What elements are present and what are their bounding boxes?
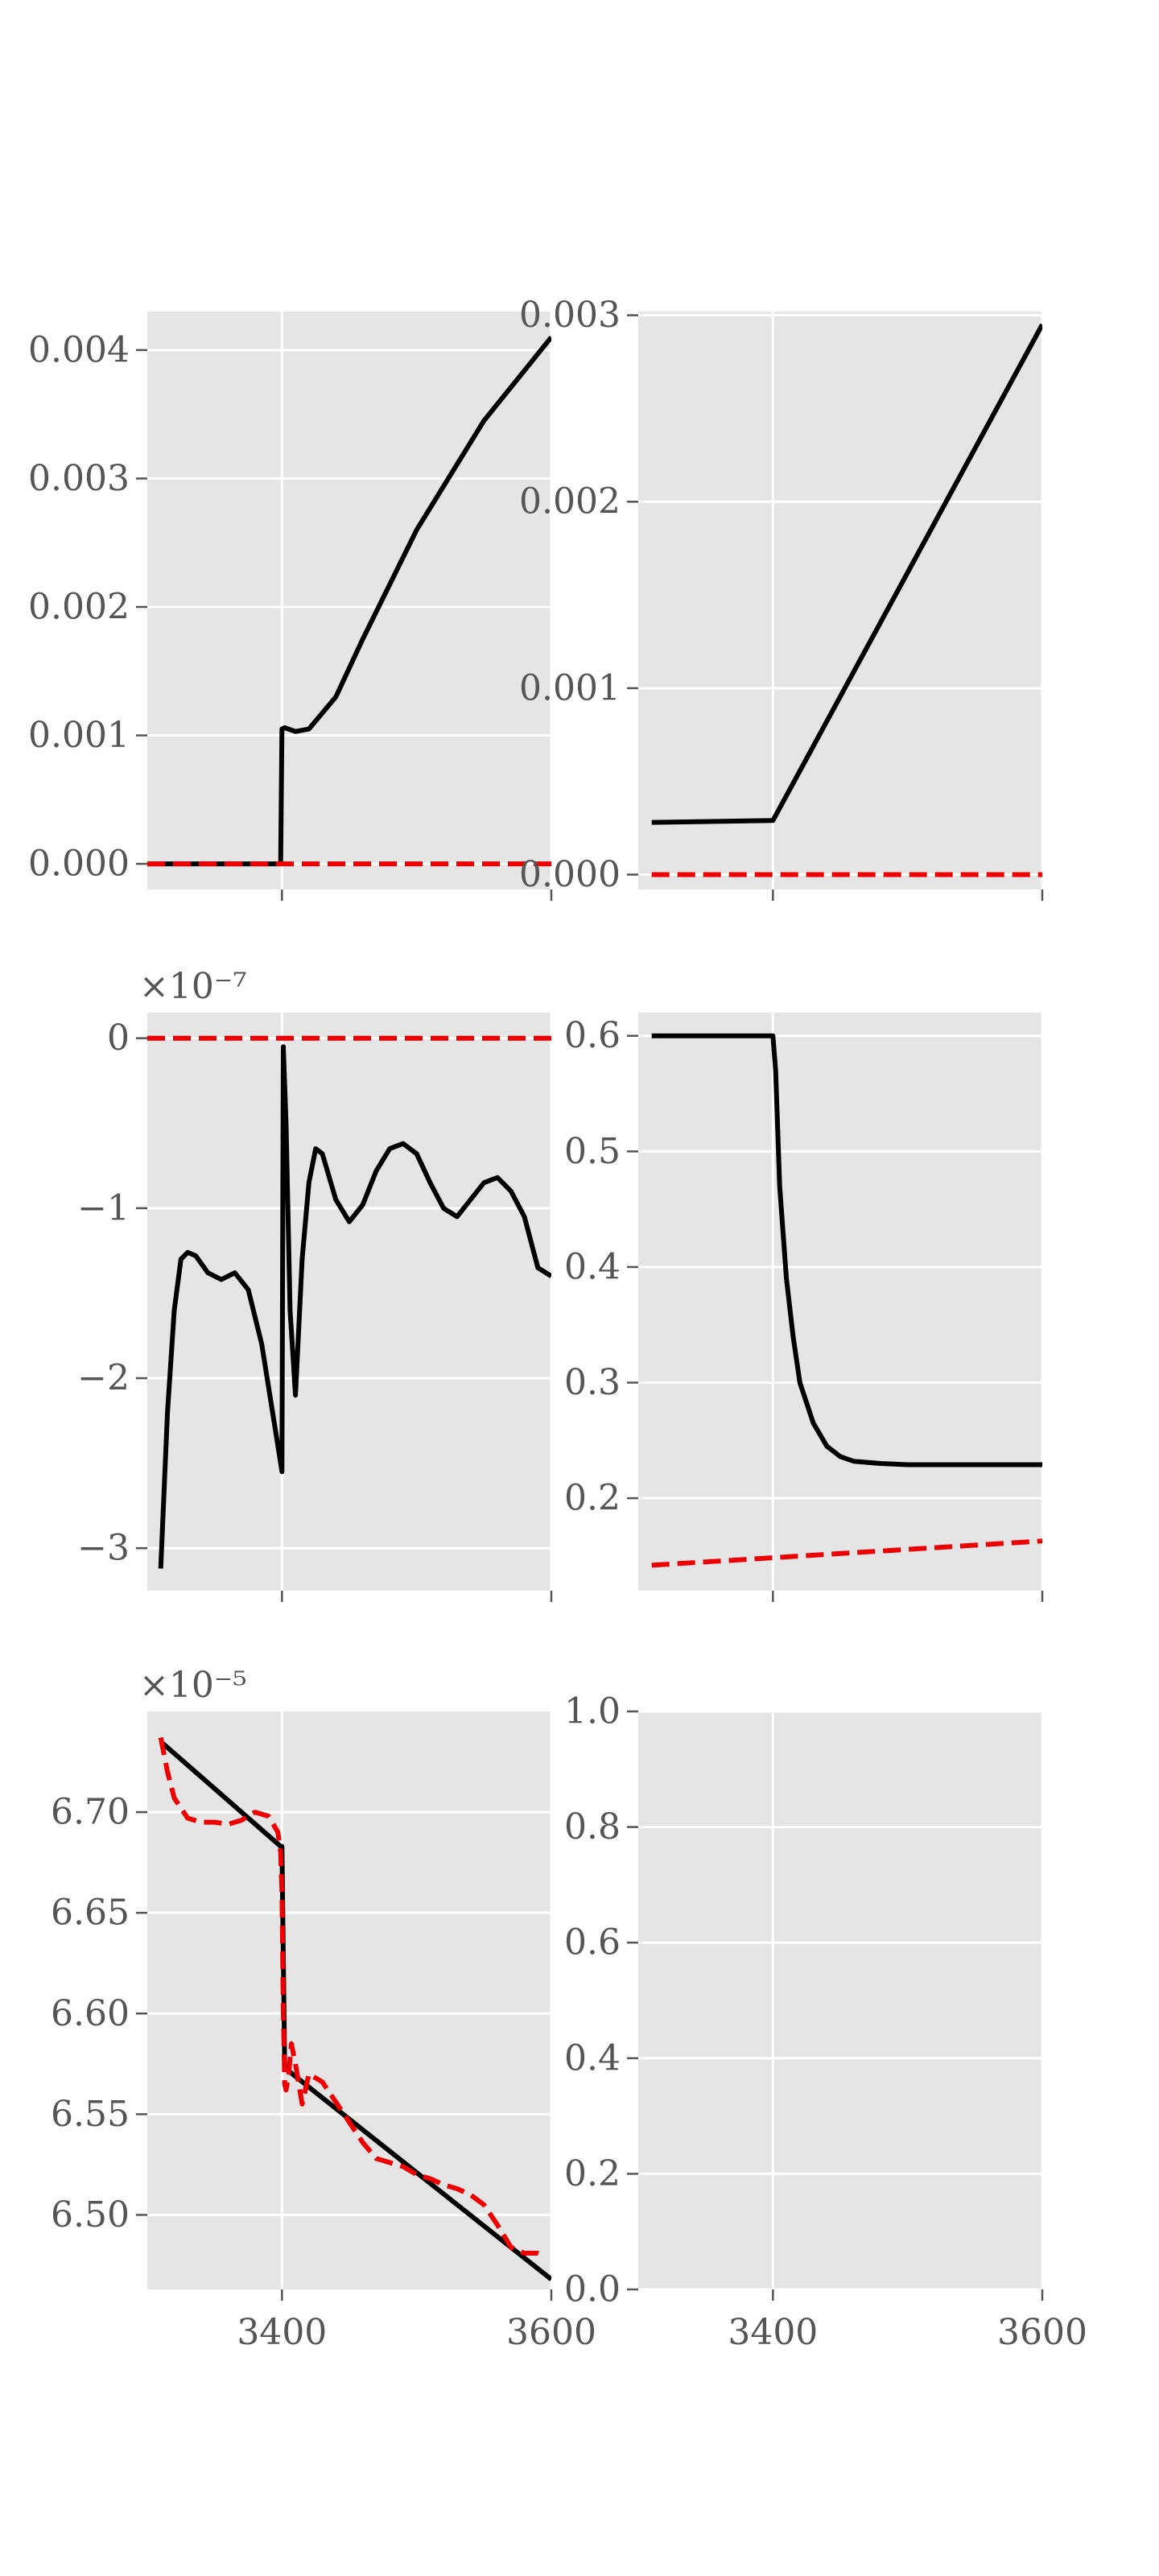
- y-tick-label: 0.2: [564, 1478, 621, 1519]
- y-tick-label: −3: [77, 1528, 130, 1569]
- series-line-solid: [147, 336, 551, 867]
- y-tick-label: 0.6: [564, 1922, 621, 1963]
- plot-area: [147, 1013, 551, 1591]
- series-line-solid: [159, 1740, 551, 2281]
- y-tick-label: 1.0: [564, 1691, 621, 1732]
- series-line-solid: [651, 1033, 1042, 1468]
- y-tick-label: −1: [77, 1187, 130, 1228]
- x-tick-label: 3400: [237, 2312, 327, 2353]
- y-tick-label: 0.4: [564, 2037, 621, 2079]
- y-tick-label: −2: [77, 1358, 130, 1399]
- y-tick-label: 0.0: [564, 2269, 621, 2310]
- y-tick-label: 6.60: [51, 1993, 130, 2034]
- y-tick-label: 0.003: [519, 295, 621, 336]
- panel-1: 0.000 0.001 0.002 0.003 0.004: [28, 312, 553, 901]
- x-tick-label: 3600: [997, 2312, 1087, 2353]
- y-tick-label: 6.50: [51, 2194, 130, 2235]
- plot-area: [638, 1711, 1042, 2289]
- x-tick-label: 3600: [506, 2312, 596, 2353]
- y-tick-label: 0.4: [564, 1246, 621, 1287]
- plot-area: [147, 312, 551, 890]
- panel-2: 0.000 0.001 0.002 0.003: [519, 295, 1044, 901]
- y-tick-label: 0.001: [28, 715, 130, 756]
- y-tick-label: 0.5: [564, 1131, 621, 1172]
- axis-offset-label: ×10⁻⁷: [139, 966, 247, 1007]
- y-tick-label: 0.000: [28, 844, 130, 885]
- x-tick-label: 3400: [728, 2312, 818, 2353]
- panel-5: 6.50 6.55 6.60 6.65 6.70 3400 3600 ×10⁻⁵: [51, 1665, 596, 2353]
- series-line-solid: [158, 1044, 551, 1569]
- y-tick-label: 0.002: [28, 586, 130, 627]
- plot-area: [638, 1013, 1042, 1591]
- y-tick-label: 0.8: [564, 1806, 621, 1847]
- plot-area: [638, 312, 1042, 890]
- y-tick-label: 0.004: [28, 329, 130, 370]
- y-tick-label: 0: [107, 1018, 130, 1059]
- y-tick-label: 0.2: [564, 2153, 621, 2194]
- y-tick-label: 6.55: [51, 2094, 130, 2135]
- panel-6: 0.0 0.2 0.4 0.6 0.8 1.0 3400 3600: [564, 1691, 1087, 2354]
- y-tick-label: 0.3: [564, 1362, 621, 1403]
- y-tick-label: 6.65: [51, 1893, 130, 1934]
- y-tick-label: 6.70: [51, 1792, 130, 1833]
- axis-offset-label: ×10⁻⁵: [139, 1665, 247, 1706]
- series-line-solid: [651, 323, 1042, 825]
- series-line-dashed: [158, 1736, 546, 2258]
- y-tick-label: 0.002: [519, 481, 621, 522]
- panel-4: 0.2 0.3 0.4 0.5 0.6: [564, 1013, 1044, 1602]
- panel-3: −3 −2 −1 0×10⁻⁷: [77, 966, 553, 1602]
- plot-area: [147, 1711, 551, 2289]
- series-line-dashed: [651, 1538, 1042, 1568]
- y-tick-label: 0.003: [28, 458, 130, 499]
- y-tick-label: 0.6: [564, 1015, 621, 1056]
- y-tick-label: 0.001: [519, 667, 621, 708]
- y-tick-label: 0.000: [519, 854, 621, 895]
